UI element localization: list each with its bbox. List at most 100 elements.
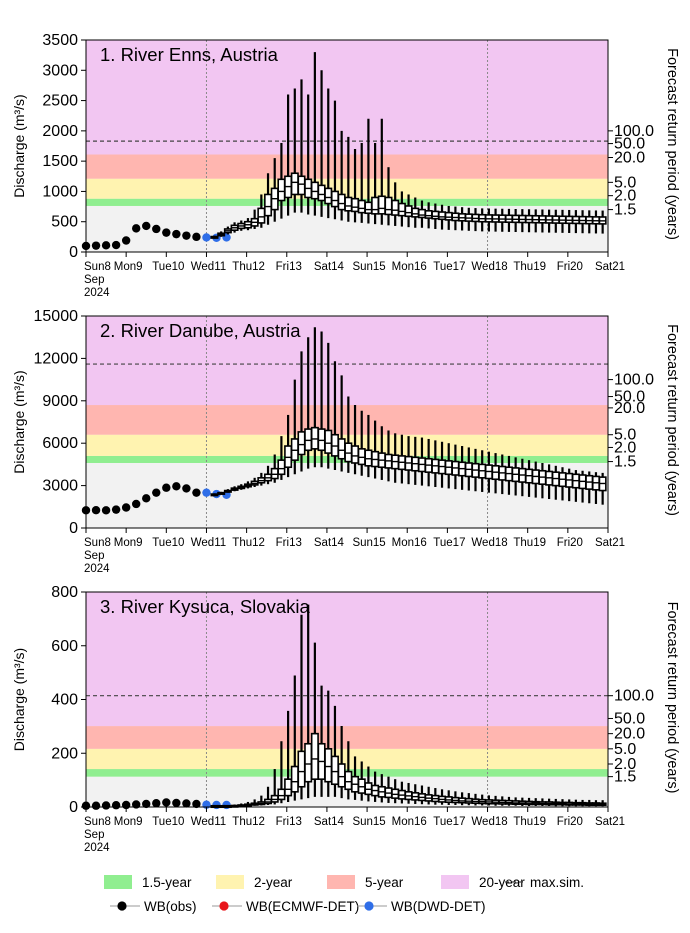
x-tick-label: Thu12 [232,537,265,549]
box-iqr [397,202,406,217]
box-iqr [438,211,447,221]
x-tick-label: Tue10 [152,537,184,549]
return-period-tick-label: 2.0 [614,756,636,773]
legend-swatch-5-year [327,875,355,889]
x-tick-label: Sat14 [314,816,345,828]
legend-label: 2-year [254,875,293,890]
obs-point [162,798,171,807]
y-axis-label: Discharge (m³/s) [11,370,27,473]
right-axis-label: Forecast return period (years) [664,324,680,516]
box-iqr [277,788,286,801]
obs-point [111,240,121,250]
box-iqr [371,196,380,215]
x-tick-label: Fri13 [276,816,302,828]
x-tick-label: Mon16 [392,816,427,828]
right-axis-label: Forecast return period (years) [664,48,680,240]
x-tick-month: Sep [84,829,104,841]
obs-point [111,505,121,514]
plot-frame [85,39,609,253]
box-iqr [404,205,413,218]
panel-1: 0 500 1000 1500 2000 2500 3000 3500 1.52.05.0 20.… [11,32,680,299]
return-period-tick-label: 20.0 [614,726,645,743]
box-iqr [290,438,299,461]
box-iqr [411,207,420,218]
box-iqr [431,210,440,220]
obs-point [172,798,181,808]
band-2-year [86,748,608,770]
y-tick-label: 800 [51,584,78,601]
box-iqr [417,208,426,219]
y-tick-label: 6000 [42,435,78,452]
box-iqr [310,426,319,450]
return-period-tick-label: 50.0 [614,136,645,153]
obs-point [111,801,121,810]
return-period-tick-label: 1.5 [614,454,636,471]
panel-3: 02004006008001.52.05.020.050.0100.0Sun8S… [11,584,680,854]
x-tick-label: Wed11 [191,816,226,828]
obs-point [91,505,101,515]
obs-point [192,488,201,497]
legend-label: WB(ECMWF-DET) [246,899,359,914]
band-20-year [86,40,608,155]
x-tick-label: Fri20 [557,261,583,273]
box-iqr [317,184,326,202]
legend-swatch-2-year [216,875,244,889]
panel-title: 1. River Enns, Austria [100,44,279,65]
band-20-year [86,316,608,406]
box-iqr [297,175,306,196]
return-period-tick-label: 2.0 [614,439,636,456]
x-tick-label: Thu19 [513,537,546,549]
y-tick-label: 2500 [42,93,78,110]
x-tick-label: Tue17 [433,537,465,549]
right-axis-label: Forecast return period (years) [664,602,680,794]
panel-title: 2. River Danube, Austria [100,320,301,341]
x-tick-label: Fri13 [276,261,302,273]
obs-point [182,231,191,240]
box-iqr [310,181,319,200]
box-iqr [357,448,366,466]
y-tick-label: 12000 [34,350,79,367]
x-tick-label: Wed11 [191,261,226,273]
x-tick-month: Sep [84,550,104,562]
obs-point [152,224,161,234]
box-iqr [337,193,346,211]
band-5-year [86,405,608,435]
x-tick-label: Tue17 [433,261,465,273]
legend-swatch-20-year [441,875,469,889]
box-iqr [330,433,339,457]
x-tick-label: Mon9 [114,816,143,828]
y-tick-label: 200 [51,745,78,762]
box-iqr [444,211,453,221]
obs-point [182,799,191,808]
legend-label: max.sim. [530,875,584,890]
x-tick-label: Sat14 [314,537,345,549]
box-iqr [310,732,319,780]
x-tick-label: Tue10 [152,816,184,828]
obs-point [91,241,101,250]
return-period-tick-label: 1.5 [614,769,636,786]
x-tick-label: Thu19 [513,261,546,273]
box-iqr [304,428,313,452]
x-tick-label: Thu12 [232,816,265,828]
box-iqr [424,210,433,219]
box-iqr [324,429,333,454]
y-tick-label: 500 [51,214,78,231]
box-iqr [304,742,313,783]
x-tick-year: 2024 [84,563,110,575]
x-tick-label: Sun8 [84,816,111,828]
box-iqr [317,428,326,452]
plot-frame [85,315,609,529]
x-tick-label: Wed18 [471,816,507,828]
box-iqr [324,748,333,783]
x-tick-label: Fri20 [557,816,583,828]
obs-point [152,488,161,497]
box-iqr [290,765,299,793]
y-tick-label: 2000 [42,123,78,140]
y-tick-label: 0 [69,799,78,816]
y-tick-label: 0 [69,520,78,537]
y-tick-label: 9000 [42,393,78,410]
x-tick-label: Wed18 [471,261,507,273]
x-tick-label: Wed11 [191,537,226,549]
y-axis-label: Discharge (m³/s) [11,648,27,751]
